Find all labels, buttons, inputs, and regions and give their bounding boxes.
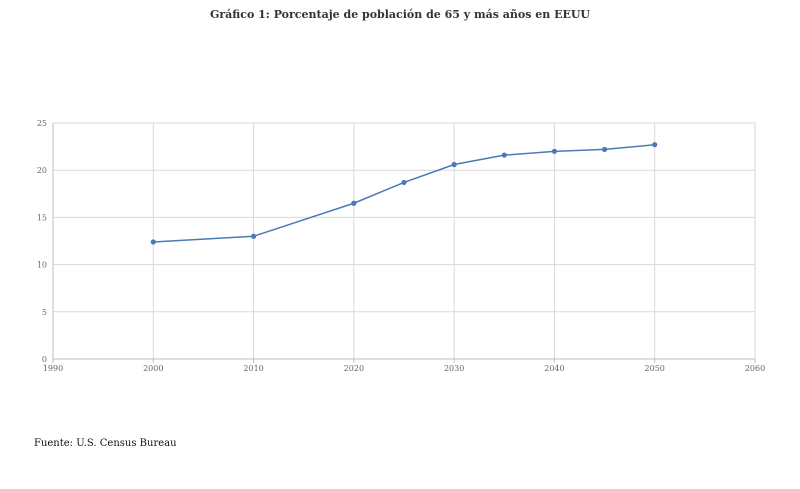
grid-lines: [53, 122, 756, 359]
data-point: [250, 233, 257, 239]
y-tick-label: 20: [37, 166, 47, 175]
data-point: [150, 239, 156, 245]
x-tick-label: 2040: [544, 364, 564, 373]
x-axis-ticks: 1990 2000 2010 2020 2030 2040 2050 2060: [43, 359, 765, 373]
chart-title: Gráfico 1: Porcentaje de población de 65…: [209, 8, 591, 21]
y-tick-label: 25: [37, 119, 47, 128]
series-line: [153, 143, 655, 243]
data-point: [551, 148, 558, 154]
y-tick-label: 10: [37, 261, 47, 270]
data-point: [601, 146, 608, 153]
x-tick-label: 2020: [344, 364, 364, 373]
y-tick-label: 0: [42, 355, 47, 364]
x-tick-label: 2030: [444, 364, 464, 373]
series-layer: [150, 142, 658, 245]
y-tick-label: 15: [37, 213, 47, 222]
data-point: [351, 200, 357, 206]
x-tick-label: 2010: [243, 364, 263, 373]
x-tick-label: 1990: [43, 364, 63, 373]
source-note: Fuente: U.S. Census Bureau: [34, 438, 177, 449]
x-tick-label: 2000: [143, 364, 163, 373]
data-point: [401, 179, 407, 186]
axes: [52, 123, 755, 360]
data-point: [652, 142, 658, 148]
x-tick-label: 2050: [645, 364, 665, 373]
y-axis-ticks: 0 5 10 15 20 25: [37, 119, 47, 364]
data-point: [501, 152, 507, 158]
y-tick-label: 5: [42, 308, 47, 317]
x-tick-label: 2060: [745, 364, 765, 373]
data-point: [451, 161, 457, 168]
